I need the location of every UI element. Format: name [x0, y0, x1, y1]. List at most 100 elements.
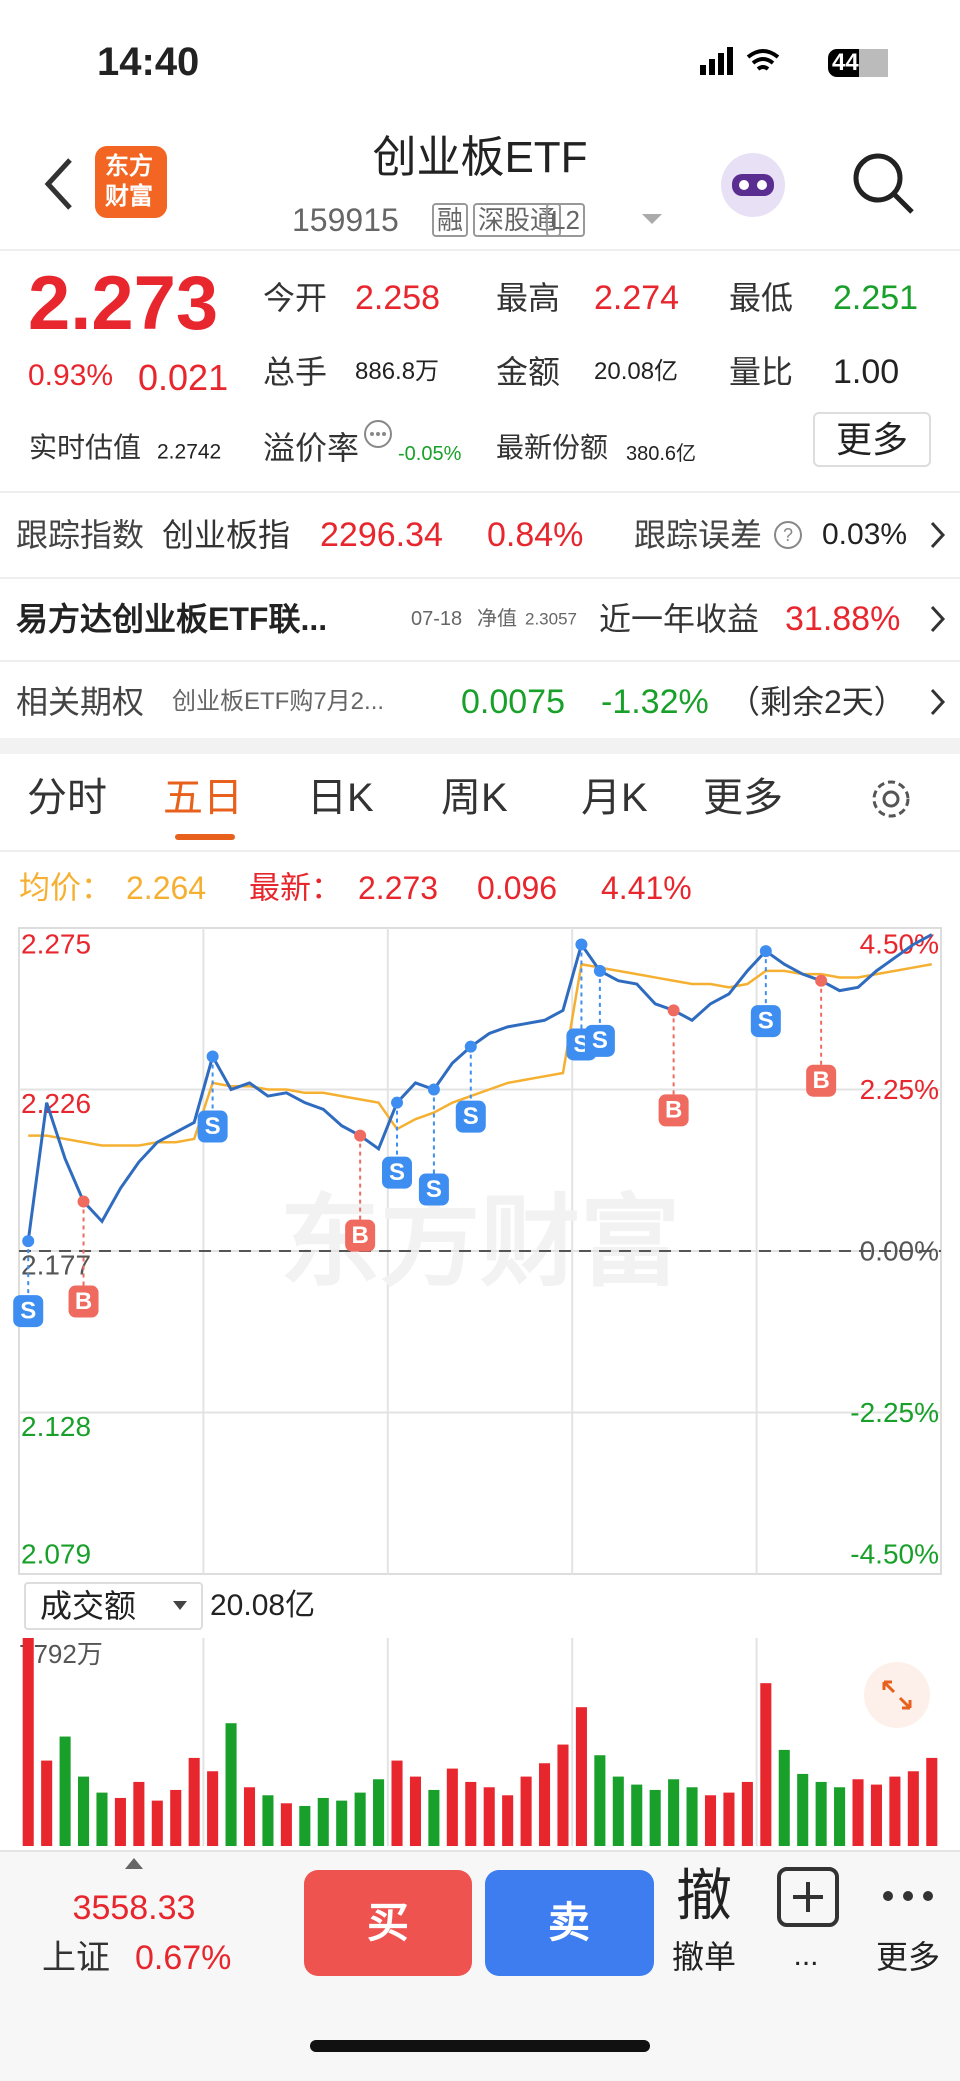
- search-button[interactable]: [850, 150, 916, 216]
- tag: 深股通: [473, 203, 562, 237]
- return-label: 近一年收益: [599, 601, 760, 637]
- tab[interactable]: 更多: [703, 776, 783, 820]
- option-label: 相关期权: [16, 684, 145, 720]
- marker-badge: [197, 1110, 228, 1143]
- marker-dot: [77, 1195, 90, 1208]
- premium: -0.05%: [398, 443, 462, 465]
- volume-bar: [575, 1707, 587, 1846]
- help-icon[interactable]: ?: [772, 519, 804, 551]
- stat-value: 2.251: [833, 279, 919, 317]
- up-arrow: [125, 1858, 143, 1869]
- y2-tick-label: 2.25%: [860, 1074, 939, 1105]
- marker-dot: [354, 1129, 367, 1142]
- volume-bar: [446, 1768, 458, 1846]
- back-button[interactable]: [40, 156, 80, 212]
- option-remain: （剩余2天）: [728, 684, 906, 720]
- cancel-icon[interactable]: 撤: [676, 1864, 732, 1927]
- y2-tick-label: 0.00%: [860, 1235, 939, 1266]
- expand-button[interactable]: [862, 1660, 932, 1730]
- volume-bar: [778, 1749, 790, 1846]
- more-label: 更多: [835, 419, 909, 460]
- marker-label: S: [758, 1007, 774, 1034]
- dropdown-arrow[interactable]: [640, 212, 664, 228]
- more-button[interactable]: [813, 412, 931, 467]
- premium-label: 溢价率: [263, 430, 360, 466]
- stat-label: 金额: [496, 354, 561, 390]
- marker-badge: [382, 1156, 413, 1189]
- tab[interactable]: 五日: [163, 776, 243, 820]
- volume-bar: [852, 1779, 864, 1846]
- volume-bar: [409, 1776, 421, 1846]
- volume-bar: [96, 1792, 108, 1846]
- tab[interactable]: 周K: [441, 776, 508, 820]
- series-line: [28, 962, 932, 1147]
- divider: [0, 491, 960, 493]
- tracking-index: 创业板指: [162, 517, 291, 553]
- sell-button[interactable]: [485, 1870, 654, 1976]
- chart: 东方财富 2.079 2.128 2.177 2.226 2.275 -4.50% -2.25…: [13, 927, 942, 1846]
- marker-label: S: [20, 1297, 36, 1324]
- avatar[interactable]: [718, 150, 788, 220]
- volume-bar: [483, 1787, 495, 1846]
- volume-bar: [465, 1781, 477, 1846]
- legend-value: 4.41%: [601, 870, 692, 906]
- title: 创业板ETF: [372, 133, 588, 182]
- divider: [0, 660, 960, 662]
- plus-button[interactable]: [776, 1866, 840, 1928]
- marker-label: B: [665, 1097, 682, 1124]
- chevron[interactable]: [928, 604, 948, 634]
- volume-bar: [280, 1803, 292, 1846]
- option-name: 创业板ETF购7月2...: [172, 688, 385, 715]
- volume-bar: [834, 1787, 846, 1846]
- index-name: 上证: [42, 1939, 110, 1977]
- volume-bar: [686, 1787, 698, 1846]
- y-tick-label: 2.079: [21, 1538, 91, 1569]
- volume-bar: [631, 1784, 643, 1846]
- tab[interactable]: 分时: [27, 776, 107, 820]
- volume-bar: [907, 1771, 919, 1846]
- legend-label: 最新：: [249, 870, 342, 906]
- tab[interactable]: 月K: [581, 776, 648, 820]
- tab[interactable]: 日K: [307, 776, 374, 820]
- plus-label: ...: [793, 1939, 819, 1972]
- buy-button[interactable]: [304, 1870, 472, 1976]
- y2-tick-label: -4.50%: [850, 1538, 939, 1569]
- index-pct: 0.67%: [135, 1939, 232, 1977]
- marker-badge: [455, 1100, 486, 1133]
- more-label: 更多: [875, 1939, 941, 1975]
- marker-dot: [206, 1050, 219, 1063]
- stat-value: 2.274: [594, 279, 680, 317]
- y-tick-label: 2.177: [21, 1249, 91, 1280]
- chevron[interactable]: [928, 687, 948, 717]
- price: 2.273: [28, 261, 219, 346]
- divider: [0, 577, 960, 579]
- legend-value: 2.264: [126, 870, 207, 906]
- legend-value: 0.096: [477, 870, 558, 906]
- settings-button[interactable]: [866, 774, 916, 824]
- series-line: [26, 933, 933, 1242]
- battery: 44: [832, 49, 859, 76]
- status-icons: [700, 47, 888, 77]
- volume-bar: [797, 1773, 809, 1846]
- volume-bar: [391, 1760, 403, 1846]
- marker-label: B: [812, 1067, 829, 1094]
- volume-bar: [594, 1755, 606, 1846]
- marker-dot: [667, 1004, 680, 1017]
- tracking-pct: 0.84%: [487, 516, 584, 554]
- marker-badge: [418, 1173, 449, 1206]
- volume-bar: [114, 1797, 126, 1846]
- chevron[interactable]: [928, 520, 948, 550]
- volume-bar: [22, 1638, 34, 1846]
- nav-label: 净值: [477, 608, 517, 630]
- y2-tick-label: -2.25%: [850, 1397, 939, 1428]
- volume-selector[interactable]: [24, 1582, 203, 1630]
- y-tick-label: 2.226: [21, 1088, 91, 1119]
- band: [0, 738, 960, 754]
- volume-bar: [188, 1757, 200, 1846]
- logo[interactable]: [95, 146, 167, 218]
- return: 31.88%: [785, 600, 901, 638]
- more-icon[interactable]: [880, 1886, 936, 1906]
- stat-label: 总手: [263, 354, 328, 390]
- marker-badge: [13, 1295, 44, 1328]
- info-icon[interactable]: [362, 418, 394, 450]
